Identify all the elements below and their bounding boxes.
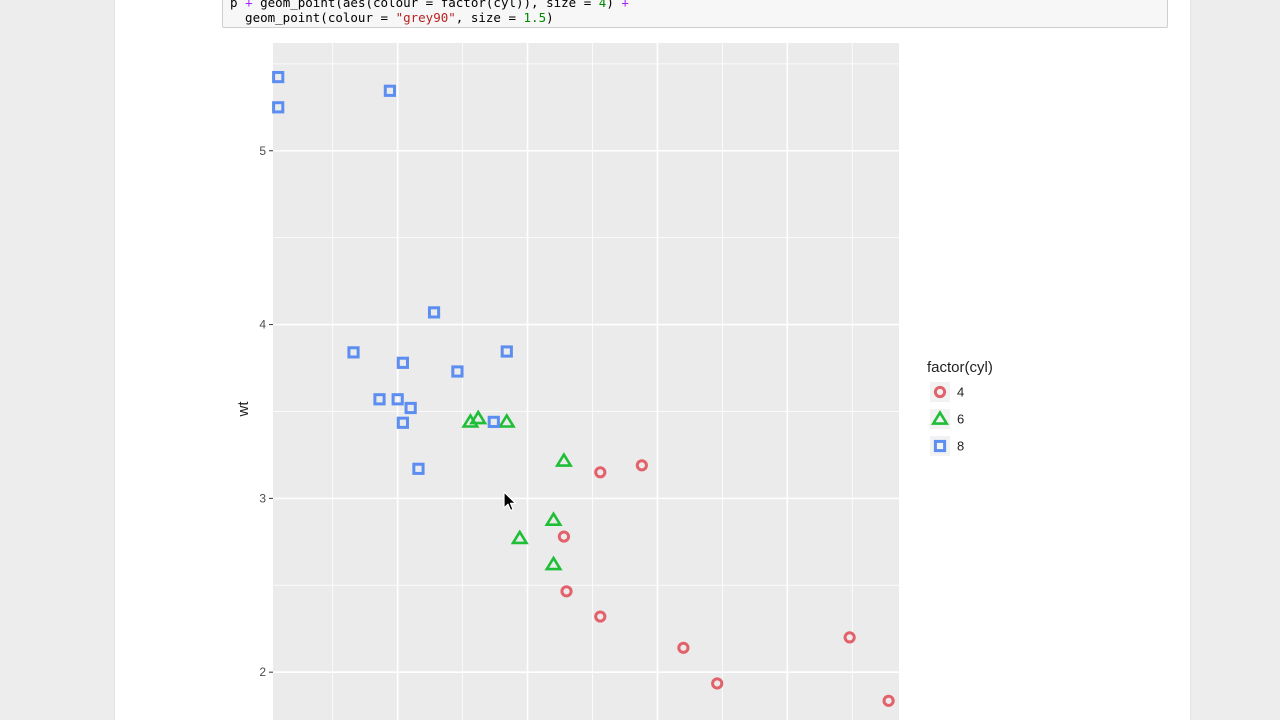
major-gridlines bbox=[273, 43, 899, 720]
minor-gridlines bbox=[273, 43, 899, 720]
data-point-cyl-4 bbox=[594, 466, 607, 479]
y-tick-label: 5 bbox=[259, 144, 266, 158]
y-tick-label: 2 bbox=[259, 665, 266, 679]
data-point-cyl-8 bbox=[383, 84, 396, 97]
data-point-cyl-8 bbox=[427, 306, 441, 319]
data-points bbox=[272, 70, 895, 707]
data-point-cyl-8 bbox=[272, 101, 285, 114]
data-point-cyl-6 bbox=[544, 511, 563, 526]
data-point-cyl-6 bbox=[554, 452, 573, 467]
data-point-cyl-4 bbox=[594, 610, 607, 623]
data-point-cyl-8 bbox=[272, 70, 285, 84]
data-point-cyl-6 bbox=[469, 409, 488, 425]
data-point-cyl-8 bbox=[391, 393, 404, 406]
legend-label-4: 4 bbox=[957, 385, 964, 400]
data-point-cyl-4 bbox=[560, 585, 573, 598]
legend-key-bg bbox=[930, 382, 950, 402]
data-point-cyl-8 bbox=[347, 346, 360, 359]
data-point-cyl-4 bbox=[882, 694, 895, 707]
data-point-cyl-8 bbox=[451, 365, 464, 378]
legend-key-bg bbox=[930, 436, 950, 456]
y-tick-label: 4 bbox=[259, 318, 266, 332]
code-line-1: p + geom_point(aes(colour = factor(cyl))… bbox=[230, 0, 629, 10]
code-cell[interactable]: p + geom_point(aes(colour = factor(cyl))… bbox=[222, 0, 1168, 28]
data-point-cyl-6 bbox=[510, 529, 529, 545]
y-axis-title: wt bbox=[235, 401, 252, 418]
legend-label-8: 8 bbox=[957, 439, 964, 454]
legend-key-cyl-8 bbox=[933, 439, 947, 453]
data-point-cyl-8 bbox=[487, 415, 500, 428]
data-point-cyl-8 bbox=[373, 393, 386, 406]
data-point-cyl-4 bbox=[677, 641, 690, 654]
code-line-2: geom_point(colour = "grey90", size = 1.5… bbox=[230, 10, 554, 25]
legend: factor(cyl) 4 6 8 bbox=[927, 359, 993, 456]
data-point-cyl-8 bbox=[404, 401, 417, 415]
code-text: p + geom_point(aes(colour = factor(cyl))… bbox=[230, 0, 629, 25]
data-point-cyl-8 bbox=[412, 462, 425, 475]
legend-title: factor(cyl) bbox=[927, 359, 993, 376]
data-point-cyl-4 bbox=[711, 677, 724, 690]
data-point-cyl-4 bbox=[843, 631, 856, 644]
legend-key-cyl-4 bbox=[933, 385, 947, 399]
data-point-cyl-8 bbox=[500, 345, 513, 358]
data-point-cyl-4 bbox=[635, 459, 648, 472]
data-point-cyl-6 bbox=[497, 412, 516, 428]
data-point-cyl-6 bbox=[544, 555, 563, 571]
plot-panel bbox=[273, 43, 899, 720]
data-point-cyl-8 bbox=[396, 416, 409, 429]
data-point-cyl-4 bbox=[557, 530, 571, 543]
data-point-cyl-8 bbox=[396, 356, 409, 369]
mouse-cursor-icon bbox=[503, 491, 517, 511]
legend-key-cyl-6 bbox=[930, 410, 950, 425]
legend-label-6: 6 bbox=[957, 412, 964, 427]
y-axis: 2 3 4 5 bbox=[259, 144, 273, 679]
data-point-cyl-6 bbox=[461, 412, 480, 428]
y-tick-label: 3 bbox=[259, 491, 266, 505]
